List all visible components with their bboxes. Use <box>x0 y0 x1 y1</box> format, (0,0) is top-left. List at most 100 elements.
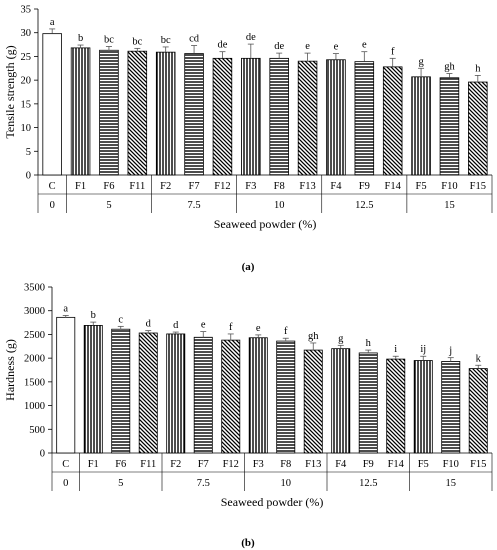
bar <box>276 340 296 454</box>
significance-letter: g <box>418 56 424 67</box>
bar <box>138 332 158 454</box>
significance-letter: de <box>274 41 284 52</box>
bar <box>326 59 346 176</box>
category-label: F11 <box>129 181 145 192</box>
bar <box>297 60 318 176</box>
group-label: 12.5 <box>359 478 377 489</box>
significance-letter: a <box>63 303 68 314</box>
bar <box>269 57 289 176</box>
category-label: F8 <box>280 459 291 470</box>
category-label: F3 <box>253 459 264 470</box>
y-tick-label: 1500 <box>24 377 45 388</box>
y-tick-label: 10 <box>21 123 32 134</box>
significance-letter: ij <box>420 344 426 355</box>
significance-letter: f <box>391 46 395 57</box>
bar <box>193 336 213 454</box>
category-label: C <box>49 181 56 192</box>
category-label: F10 <box>441 181 457 192</box>
significance-letter: j <box>448 346 452 357</box>
y-tick-label: 3000 <box>24 306 45 317</box>
category-label: F1 <box>88 459 99 470</box>
category-label: C <box>62 459 69 470</box>
x-axis-title: Seaweed powder (%) <box>214 217 317 231</box>
bar <box>411 76 431 176</box>
bar <box>221 339 241 454</box>
significance-letter: f <box>284 326 288 337</box>
x-axis-title: Seaweed powder (%) <box>221 495 324 509</box>
significance-letter: de <box>246 32 256 43</box>
category-label: F15 <box>470 181 486 192</box>
category-label: F2 <box>160 181 171 192</box>
y-tick-label: 2000 <box>24 354 45 365</box>
y-tick-label: 0 <box>26 171 31 182</box>
bar <box>303 349 323 454</box>
significance-letter: e <box>305 41 310 52</box>
significance-letter: bc <box>161 35 171 46</box>
y-tick-label: 3500 <box>24 283 45 294</box>
significance-letter: e <box>256 323 261 334</box>
group-label: 15 <box>444 200 455 211</box>
category-label: F14 <box>388 459 405 470</box>
category-label: F6 <box>115 459 126 470</box>
bar <box>56 316 76 454</box>
category-label: F6 <box>103 181 114 192</box>
significance-letter: k <box>476 353 482 364</box>
bar <box>212 57 233 176</box>
category-label: F5 <box>416 181 427 192</box>
group-label: 10 <box>274 200 285 211</box>
category-label: F13 <box>299 181 315 192</box>
category-label: F7 <box>189 181 200 192</box>
significance-letter: gh <box>444 62 455 73</box>
significance-letter: cd <box>189 34 200 45</box>
bar <box>358 352 378 454</box>
bar <box>386 358 406 454</box>
category-label: F4 <box>330 181 342 192</box>
y-tick-label: 2500 <box>24 330 45 341</box>
panel-label-b: (b) <box>241 537 255 549</box>
category-label: F11 <box>140 459 156 470</box>
significance-letter: f <box>229 322 233 333</box>
bar <box>155 51 176 176</box>
bar <box>441 361 461 454</box>
category-label: F9 <box>359 181 370 192</box>
bar <box>439 77 460 176</box>
y-tick-label: 0 <box>40 449 45 460</box>
significance-letter: e <box>362 40 367 51</box>
category-label: F9 <box>363 459 374 470</box>
category-label: F2 <box>170 459 181 470</box>
category-label: F12 <box>223 459 239 470</box>
significance-letter: e <box>334 42 339 53</box>
significance-letter: d <box>173 320 179 331</box>
y-axis-title: Hardness (g) <box>3 339 17 401</box>
group-label: 7.5 <box>188 200 201 211</box>
hardness-chart: 0 500 1000 1500 2000 2500 3000 3500 a Cb F1 c F6 d F11… <box>3 283 493 509</box>
tensile-strength-chart: 0 5 10 15 20 25 30 35 a Cb F1 bc F6 bc F11 bc F2 cd F7 de F1… <box>3 5 493 231</box>
group-label: 0 <box>50 200 55 211</box>
category-label: F8 <box>274 181 285 192</box>
group-label: 5 <box>106 200 111 211</box>
significance-letter: a <box>50 17 55 28</box>
bar <box>83 325 103 454</box>
y-axis-title: Tensile strength (g) <box>3 45 17 138</box>
group-label: 5 <box>118 478 123 489</box>
y-tick-label: 30 <box>21 28 32 39</box>
y-tick-label: 15 <box>21 99 32 110</box>
bar <box>468 81 488 176</box>
category-label: F13 <box>305 459 321 470</box>
bar <box>354 61 375 176</box>
significance-letter: bc <box>104 34 114 45</box>
category-label: F4 <box>335 459 347 470</box>
significance-letter: h <box>366 338 372 349</box>
category-label: F3 <box>245 181 256 192</box>
bar <box>331 348 351 454</box>
significance-letter: i <box>394 344 397 355</box>
bar <box>382 66 403 176</box>
y-tick-label: 5 <box>26 147 31 158</box>
significance-letter: e <box>201 320 206 331</box>
y-tick-label: 500 <box>29 425 45 436</box>
category-label: F12 <box>214 181 230 192</box>
y-tick-label: 1000 <box>24 401 45 412</box>
category-label: F14 <box>385 181 402 192</box>
bar <box>413 360 433 454</box>
